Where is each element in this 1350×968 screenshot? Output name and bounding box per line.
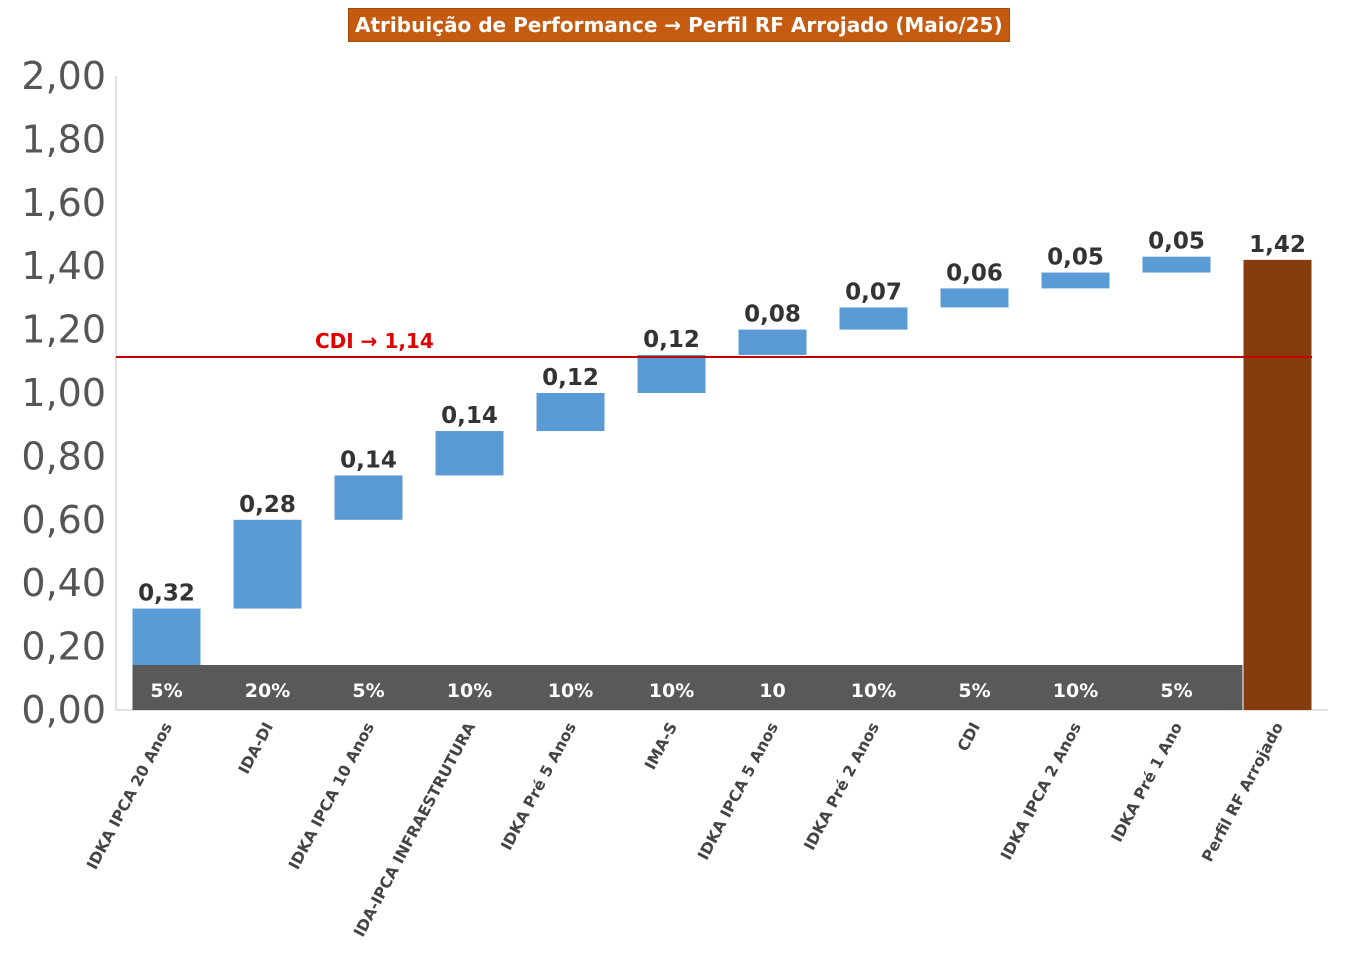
weight-band — [132, 665, 1243, 710]
value-label: 0,12 — [643, 327, 700, 353]
cdi-reference-label: CDI → 1,14 — [315, 329, 434, 353]
value-label: 0,07 — [845, 279, 902, 305]
label-layer: 0,32 0,28 0,14 0,14 0,12 0,12 0,08 0,07 0,06 0,05… — [138, 229, 1306, 607]
category-label: IDKA Pré 5 Anos — [497, 719, 580, 853]
value-label: 0,05 — [1148, 229, 1205, 255]
weight-band-layer: 5% 20% 5% 10% 10% 10% 10 10% 5% 10% 5% — [132, 665, 1243, 710]
weight-label: 10% — [649, 680, 694, 702]
category-label: CDI — [954, 719, 984, 754]
total-bar — [1243, 259, 1312, 710]
bars-layer — [132, 256, 1312, 710]
reference-layer: CDI → 1,14 — [116, 329, 1312, 358]
chart-title: Atribuição de Performance → Perfil RF Ar… — [348, 8, 1010, 42]
step-bar — [334, 475, 403, 520]
y-tick-label: 0,20 — [21, 625, 106, 669]
weight-label: 10% — [548, 680, 593, 702]
y-tick-label: 0,00 — [21, 688, 106, 732]
weight-label: 10% — [851, 680, 896, 702]
category-label: IDA-DI — [235, 719, 277, 777]
step-bar — [1142, 256, 1211, 273]
step-bar — [940, 288, 1009, 308]
value-label: 0,06 — [946, 260, 1003, 286]
category-label-layer: IDKA IPCA 20 Anos IDA-DI IDKA IPCA 10 Anos… — [83, 719, 1287, 939]
weight-label: 5% — [1160, 680, 1192, 702]
weight-label: 10% — [1053, 680, 1098, 702]
category-label: Perfil RF Arrojado — [1198, 719, 1287, 864]
step-bar — [637, 354, 706, 393]
step-bar — [536, 393, 605, 432]
y-tick-label: 2,00 — [21, 54, 106, 98]
step-bar — [233, 519, 302, 609]
category-label: IMA-S — [641, 719, 681, 772]
step-bar — [839, 307, 908, 330]
category-label: IDKA IPCA 10 Anos — [285, 719, 378, 872]
y-tick-label: 1,00 — [21, 371, 106, 415]
category-label: IDA-IPCA INFRAESTRUTURA — [350, 719, 479, 939]
weight-label: 5% — [150, 680, 182, 702]
weight-label: 20% — [245, 680, 290, 702]
y-tick-label: 1,40 — [21, 244, 106, 288]
axis-layer: 0,00 0,20 0,40 0,60 0,80 1,00 1,20 1,40 1,60 1,80… — [21, 54, 1328, 732]
value-label: 0,05 — [1047, 245, 1104, 271]
value-label: 0,12 — [542, 365, 599, 391]
y-tick-label: 1,20 — [21, 308, 106, 352]
value-label: 0,14 — [340, 447, 397, 473]
step-bar — [435, 431, 504, 476]
weight-label: 10 — [759, 680, 785, 702]
weight-label: 10% — [447, 680, 492, 702]
y-tick-label: 0,80 — [21, 434, 106, 478]
step-bar — [1041, 272, 1110, 289]
value-label: 0,28 — [239, 492, 296, 518]
y-tick-label: 0,40 — [21, 561, 106, 605]
y-tick-label: 1,60 — [21, 181, 106, 225]
y-tick-label: 0,60 — [21, 498, 106, 542]
value-label: 0,08 — [744, 302, 801, 328]
category-label: IDKA IPCA 20 Anos — [83, 719, 176, 872]
category-label: IDKA IPCA 2 Anos — [997, 719, 1085, 863]
weight-label: 5% — [958, 680, 990, 702]
category-label: IDKA Pré 2 Anos — [800, 719, 883, 853]
value-label: 0,14 — [441, 403, 498, 429]
y-tick-label: 1,80 — [21, 117, 106, 161]
value-label: 0,32 — [138, 581, 195, 607]
weight-label: 5% — [352, 680, 384, 702]
step-bar — [738, 329, 807, 355]
value-label: 1,42 — [1249, 232, 1306, 258]
category-label: IDKA IPCA 5 Anos — [694, 719, 782, 863]
category-label: IDKA Pré 1 Ano — [1108, 719, 1186, 845]
